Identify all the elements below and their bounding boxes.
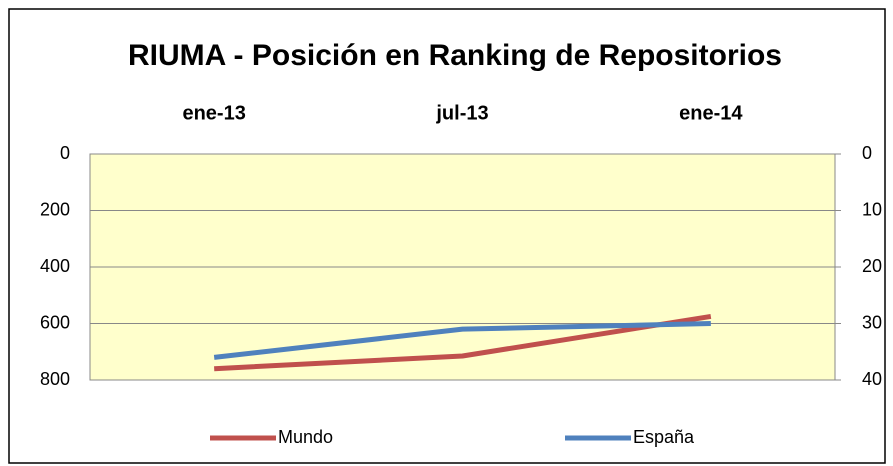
series-line [214,313,712,372]
x-tick-label: ene-14 [679,102,743,124]
y2-tick-label: 20 [862,256,882,276]
legend-label: España [633,427,695,447]
series-line [213,321,711,360]
y-tick-label: 0 [60,143,70,163]
legend-label: Mundo [278,427,333,447]
chart-title: RIUMA - Posición en Ranking de Repositor… [128,39,782,72]
x-tick-label: ene-13 [182,102,245,124]
y2-tick-label: 0 [862,143,872,163]
y-tick-label: 200 [40,199,70,219]
y-tick-label: 600 [40,312,70,332]
x-tick-label: jul-13 [435,102,488,124]
y-tick-label: 800 [40,369,70,389]
y2-tick-label: 30 [862,312,882,332]
y-tick-label: 400 [40,256,70,276]
y2-tick-label: 10 [862,199,882,219]
y2-tick-label: 40 [862,369,882,389]
